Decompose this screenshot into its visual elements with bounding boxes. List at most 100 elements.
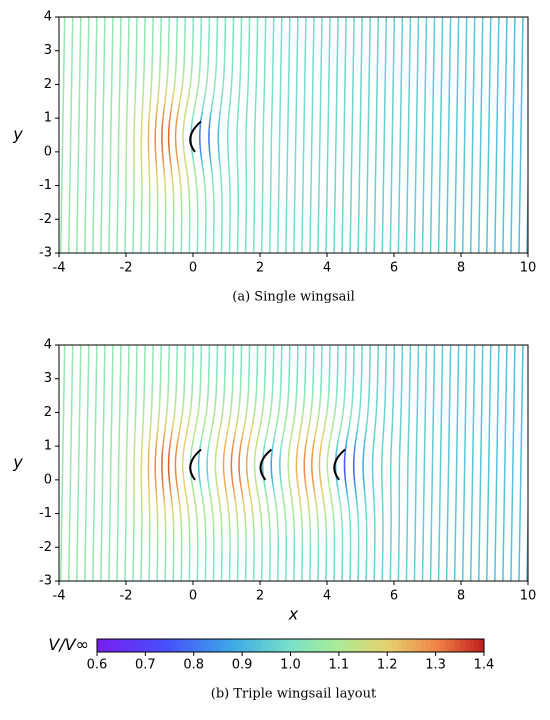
colorbar-cell [363, 639, 368, 652]
streamline [247, 406, 248, 413]
colorbar-cell [300, 639, 305, 652]
streamline [298, 439, 299, 446]
streamline [325, 514, 326, 521]
streamline [256, 480, 257, 487]
streamline [162, 480, 163, 487]
streamline [231, 406, 232, 413]
streamline [273, 487, 274, 494]
streamline [172, 179, 173, 186]
x-tick-label: -4 [53, 261, 66, 276]
streamline [224, 453, 225, 460]
streamline [242, 493, 243, 500]
y-tick-label: -1 [39, 506, 52, 521]
streamline [191, 446, 192, 453]
x-tick-label: 2 [256, 261, 264, 276]
colorbar-tick-label: 1.0 [280, 658, 301, 673]
streamline [247, 399, 248, 406]
streamline [320, 480, 321, 487]
streamline [241, 439, 242, 446]
caption: (b) Triple wingsail layout [211, 687, 377, 702]
streamline [192, 480, 193, 487]
streamline [300, 500, 301, 507]
streamline [223, 406, 224, 413]
streamline [191, 125, 192, 132]
streamline [312, 399, 313, 406]
streamline [348, 426, 349, 433]
streamline [243, 426, 244, 433]
streamline [289, 473, 290, 480]
streamline [229, 105, 230, 112]
streamline [246, 412, 247, 419]
streamline [157, 433, 158, 440]
streamline [200, 125, 201, 132]
streamline [203, 500, 204, 507]
streamline [364, 480, 365, 487]
streamline [311, 406, 312, 413]
streamline [201, 111, 202, 118]
streamline [271, 453, 272, 460]
streamline [202, 493, 203, 500]
streamline [204, 179, 205, 186]
streamline [183, 71, 184, 78]
streamline [199, 399, 200, 406]
streamline [282, 487, 283, 494]
streamline [220, 507, 221, 514]
streamline [196, 179, 197, 186]
streamline [196, 419, 197, 426]
colorbar-cell [179, 639, 184, 652]
streamline [192, 152, 193, 159]
streamline [374, 433, 375, 440]
streamline [255, 446, 256, 453]
x-tick-label: 8 [457, 261, 465, 276]
colorbar-label: V/V∞ [48, 635, 89, 654]
streamline [357, 507, 358, 514]
streamline [178, 433, 179, 440]
streamline [214, 84, 215, 91]
streamline [344, 399, 345, 406]
streamline [163, 439, 164, 446]
streamline [184, 480, 185, 487]
streamline [318, 412, 319, 419]
colorbar-tick-label: 0.6 [87, 658, 108, 673]
streamline [325, 419, 326, 426]
streamline [330, 493, 331, 500]
streamline [172, 172, 173, 179]
streamline [165, 98, 166, 105]
streamline [275, 500, 276, 507]
streamline [328, 446, 329, 453]
streamline [206, 406, 207, 413]
streamline [239, 473, 240, 480]
streamline [209, 118, 210, 125]
colorbar-cell [271, 639, 276, 652]
streamline [332, 507, 333, 514]
streamline [322, 433, 323, 440]
streamline [273, 439, 274, 446]
streamline [180, 179, 181, 186]
y-axis-label: y [12, 125, 23, 144]
streamline [179, 172, 180, 179]
streamline [347, 433, 348, 440]
streamline [349, 507, 350, 514]
streamline [207, 399, 208, 406]
streamline [189, 412, 190, 419]
streamline [215, 399, 216, 406]
streamline [257, 487, 258, 494]
streamline [270, 412, 271, 419]
streamline [290, 439, 291, 446]
colorbar-cell [170, 639, 175, 652]
streamline [291, 493, 292, 500]
streamline [222, 412, 223, 419]
streamline [236, 507, 237, 514]
colorbar-cell [112, 639, 117, 652]
streamline [188, 91, 189, 98]
streamline [321, 439, 322, 446]
colorbar-tick-label: 1.2 [377, 658, 398, 673]
streamline [157, 98, 158, 105]
colorbar-cell [344, 639, 349, 652]
colorbar-cell [242, 639, 247, 652]
x-tick-label: 6 [390, 261, 398, 276]
streamline [364, 439, 365, 446]
streamline [213, 91, 214, 98]
streamline [284, 507, 285, 514]
streamline [220, 105, 221, 112]
